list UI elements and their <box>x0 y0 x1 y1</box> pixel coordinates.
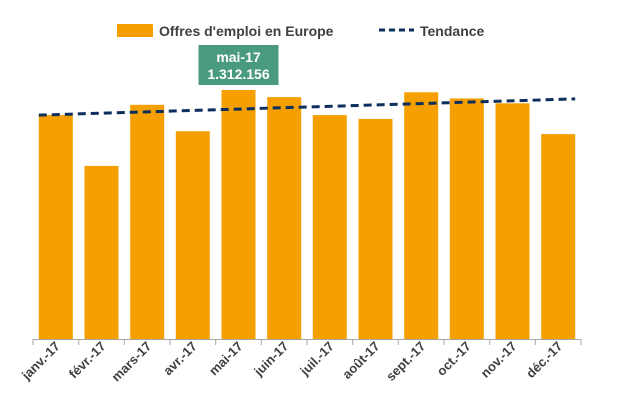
chart-legend: Offres d'emploi en Europe Tendance <box>117 23 485 39</box>
legend-swatch-bars <box>117 24 153 37</box>
x-label-0: janv.-17 <box>18 339 63 384</box>
x-label-5: juin-17 <box>250 339 291 380</box>
trend-line <box>38 97 576 117</box>
bar-6 <box>312 115 347 339</box>
bar-5 <box>267 97 302 339</box>
annotation-value: 1.312.156 <box>207 66 269 82</box>
x-label-3: avr.-17 <box>160 339 200 379</box>
x-axis-ticks <box>32 339 582 345</box>
bar-1 <box>84 165 119 339</box>
legend-label-bars: Offres d'emploi en Europe <box>159 23 334 39</box>
bar-7 <box>358 118 393 340</box>
bar-11 <box>541 134 576 339</box>
annotation-box <box>198 45 279 85</box>
bar-10 <box>495 103 530 339</box>
x-axis-labels: janv.-17 févr.-17 mars-17 avr.-17 mai-17 juin… <box>18 339 565 385</box>
x-label-7: août-17 <box>339 339 382 382</box>
bar-3 <box>175 131 210 339</box>
x-label-11: déc.-17 <box>523 339 565 381</box>
annotation-month: mai-17 <box>216 49 261 65</box>
bars-group <box>38 90 576 340</box>
x-label-9: oct.-17 <box>434 339 474 379</box>
legend-label-trend: Tendance <box>420 23 485 39</box>
bar-9 <box>449 98 484 340</box>
bar-4 <box>221 90 256 339</box>
x-label-6: juil.-17 <box>296 339 336 379</box>
x-label-10: nov.-17 <box>478 339 520 381</box>
bar-2 <box>130 104 165 339</box>
x-label-2: mars-17 <box>108 339 154 385</box>
bar-0 <box>38 115 73 339</box>
peak-annotation: mai-17 1.312.156 <box>198 45 279 85</box>
x-label-4: mai-17 <box>206 339 246 379</box>
x-label-8: sept.-17 <box>383 339 428 384</box>
x-label-1: févr.-17 <box>66 339 109 382</box>
bar-8 <box>404 92 439 339</box>
